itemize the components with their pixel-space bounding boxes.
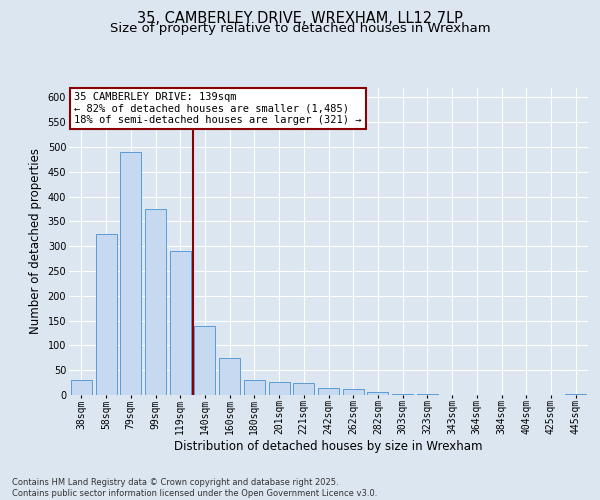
Bar [170, 251, 191, 395]
Bar [565, 394, 586, 395]
Bar [71, 380, 92, 395]
Bar [120, 152, 141, 395]
Bar [392, 394, 413, 395]
X-axis label: Distribution of detached houses by size in Wrexham: Distribution of detached houses by size … [174, 440, 483, 453]
Bar [95, 234, 116, 395]
Text: Size of property relative to detached houses in Wrexham: Size of property relative to detached ho… [110, 22, 490, 35]
Bar [219, 358, 240, 395]
Y-axis label: Number of detached properties: Number of detached properties [29, 148, 42, 334]
Bar [343, 389, 364, 395]
Text: 35, CAMBERLEY DRIVE, WREXHAM, LL12 7LP: 35, CAMBERLEY DRIVE, WREXHAM, LL12 7LP [137, 11, 463, 26]
Bar [318, 388, 339, 395]
Bar [145, 209, 166, 395]
Bar [244, 380, 265, 395]
Bar [269, 382, 290, 395]
Bar [367, 392, 388, 395]
Text: Contains HM Land Registry data © Crown copyright and database right 2025.
Contai: Contains HM Land Registry data © Crown c… [12, 478, 377, 498]
Bar [194, 326, 215, 395]
Bar [293, 382, 314, 395]
Text: 35 CAMBERLEY DRIVE: 139sqm
← 82% of detached houses are smaller (1,485)
18% of s: 35 CAMBERLEY DRIVE: 139sqm ← 82% of deta… [74, 92, 362, 126]
Bar [417, 394, 438, 395]
